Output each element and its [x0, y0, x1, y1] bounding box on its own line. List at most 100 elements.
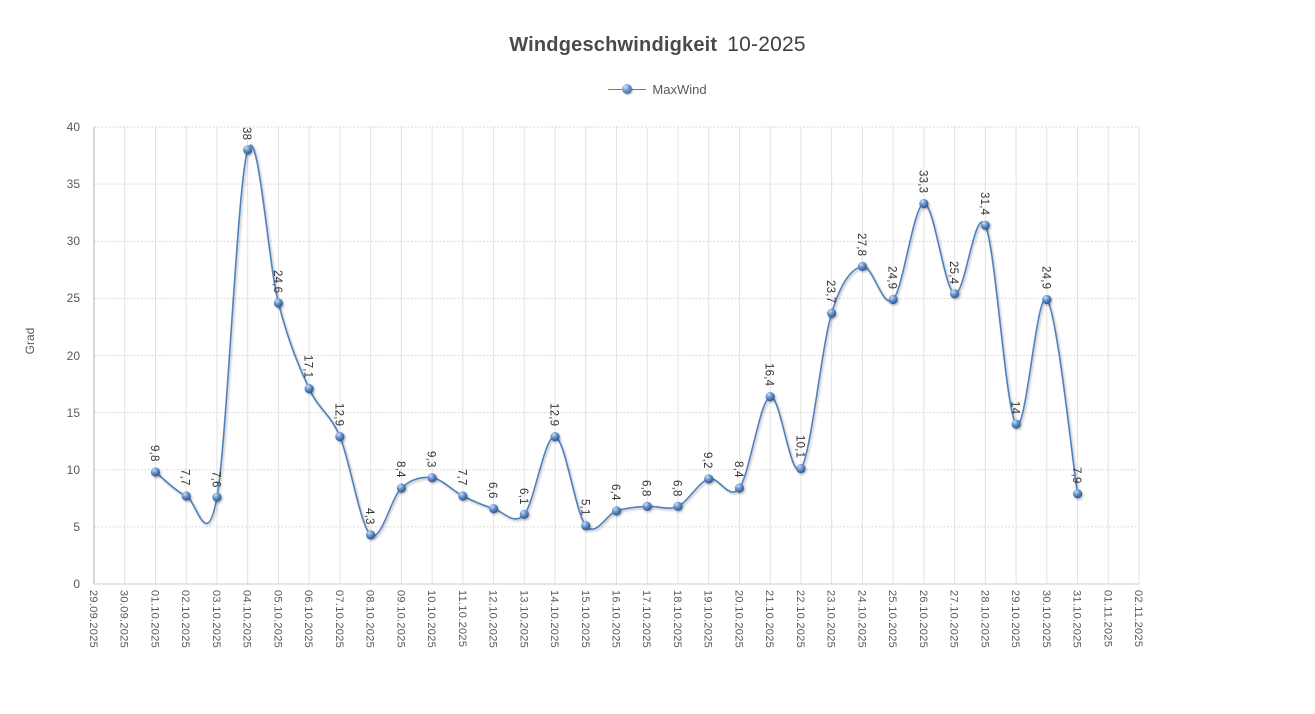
- x-tick-label: 01.11.2025: [1101, 590, 1114, 648]
- x-tick-label: 11.10.2025: [455, 590, 468, 648]
- x-tick-label: 15.10.2025: [578, 590, 591, 649]
- data-point-label: 14: [1008, 400, 1021, 415]
- data-point-marker[interactable]: [827, 308, 837, 318]
- data-point-label: 24,9: [885, 266, 898, 290]
- x-tick-label: 16.10.2025: [609, 590, 622, 649]
- x-tick-label: 25.10.2025: [886, 590, 899, 649]
- data-point-label: 10,1: [793, 435, 806, 459]
- x-tick-label: 23.10.2025: [824, 590, 837, 649]
- data-point-label: 23,7: [824, 280, 837, 304]
- legend[interactable]: MaxWind: [0, 80, 1315, 98]
- legend-swatch: [608, 84, 647, 94]
- data-point-marker[interactable]: [150, 467, 161, 477]
- data-point-marker[interactable]: [519, 509, 529, 519]
- data-point-marker[interactable]: [427, 473, 437, 483]
- data-point-label: 8,4: [393, 461, 406, 479]
- x-tick-label: 14.10.2025: [548, 590, 561, 649]
- data-point-label: 7,7: [455, 469, 468, 487]
- x-tick-label: 29.10.2025: [1009, 590, 1022, 649]
- data-point-marker[interactable]: [458, 491, 468, 501]
- y-tick-label: 35: [66, 177, 80, 192]
- data-point-label: 6,4: [609, 484, 621, 501]
- data-point-label: 6,6: [486, 482, 499, 499]
- x-tick-label: 17.10.2025: [640, 590, 653, 649]
- data-point-label: 7,9: [1070, 467, 1083, 484]
- chart-title: Windgeschwindigkeit 10-2025: [0, 33, 1315, 57]
- x-tick-label: 02.11.2025: [1132, 590, 1144, 648]
- data-point-label: 5,1: [578, 499, 591, 516]
- x-tick-label: 21.10.2025: [763, 590, 776, 649]
- data-point-label: 9,2: [701, 452, 714, 469]
- y-tick-label: 20: [66, 348, 80, 363]
- x-tick-label: 29.09.2025: [87, 590, 99, 649]
- data-point-label: 17,1: [301, 355, 314, 379]
- legend-marker-icon: [622, 84, 633, 94]
- data-point-label: 12,9: [547, 403, 560, 427]
- x-tick-label: 09.10.2025: [394, 590, 407, 649]
- data-point-marker[interactable]: [550, 432, 560, 442]
- x-tick-label: 30.09.2025: [117, 590, 130, 649]
- x-tick-label: 31.10.2025: [1070, 590, 1083, 649]
- x-tick-label: 01.10.2025: [148, 590, 161, 649]
- data-point-marker[interactable]: [919, 198, 929, 209]
- y-tick-label: 15: [66, 405, 80, 420]
- data-point-marker[interactable]: [243, 145, 253, 155]
- data-point-marker[interactable]: [796, 464, 806, 474]
- x-tick-label: 22.10.2025: [793, 590, 806, 649]
- data-point-marker[interactable]: [704, 474, 714, 484]
- data-point-marker[interactable]: [581, 521, 591, 531]
- data-point-marker[interactable]: [1042, 294, 1052, 305]
- data-point-marker[interactable]: [273, 298, 284, 308]
- data-point-label: 6,1: [516, 487, 529, 505]
- x-tick-label: 03.10.2025: [209, 590, 222, 649]
- data-point-label: 9,3: [424, 451, 437, 468]
- data-point-label: 24,6: [270, 269, 283, 293]
- data-point-marker[interactable]: [335, 432, 345, 442]
- data-point-marker[interactable]: [980, 220, 990, 230]
- y-tick-label: 40: [66, 120, 80, 134]
- data-point-marker[interactable]: [1072, 489, 1083, 499]
- x-tick-label: 08.10.2025: [363, 590, 376, 649]
- data-point-label: 8,4: [731, 461, 744, 479]
- y-tick-label: 5: [73, 519, 80, 534]
- legend-series-label: MaxWind: [652, 81, 707, 97]
- data-point-label: 33,3: [916, 170, 929, 194]
- data-point-marker[interactable]: [857, 261, 867, 271]
- data-point-marker[interactable]: [181, 491, 191, 501]
- data-point-label: 4,3: [363, 508, 376, 525]
- data-point-label: 24,9: [1039, 266, 1052, 290]
- x-tick-label: 02.10.2025: [179, 590, 192, 649]
- x-tick-label: 20.10.2025: [732, 590, 745, 649]
- data-point-label: 25,4: [947, 260, 960, 284]
- data-point-marker[interactable]: [734, 483, 745, 493]
- x-tick-label: 04.10.2025: [240, 590, 253, 649]
- x-tick-label: 06.10.2025: [302, 590, 315, 649]
- x-tick-label: 10.10.2025: [425, 590, 438, 649]
- data-point-marker[interactable]: [611, 506, 622, 516]
- data-point-marker[interactable]: [304, 384, 314, 394]
- data-point-marker[interactable]: [488, 503, 499, 514]
- data-point-marker[interactable]: [949, 289, 960, 299]
- x-tick-label: 28.10.2025: [978, 590, 991, 649]
- data-point-label: 6,8: [670, 479, 683, 497]
- data-point-label: 7,6: [209, 470, 222, 488]
- data-point-marker[interactable]: [642, 501, 652, 511]
- data-point-marker[interactable]: [673, 501, 683, 511]
- data-point-marker[interactable]: [396, 483, 406, 493]
- data-point-marker[interactable]: [212, 492, 222, 502]
- x-tick-label: 13.10.2025: [517, 590, 530, 649]
- data-point-marker[interactable]: [1011, 419, 1021, 429]
- data-point-marker[interactable]: [888, 294, 898, 305]
- x-tick-label: 30.10.2025: [1039, 590, 1052, 649]
- data-point-marker[interactable]: [765, 392, 775, 402]
- x-tick-label: 18.10.2025: [670, 590, 683, 649]
- data-point-label: 6,8: [639, 479, 652, 497]
- x-tick-label: 26.10.2025: [916, 590, 929, 649]
- y-tick-label: 30: [66, 234, 80, 249]
- y-tick-label: 25: [66, 291, 80, 306]
- data-point-marker[interactable]: [366, 530, 376, 540]
- data-point-label: 31,4: [977, 192, 990, 216]
- x-tick-label: 07.10.2025: [332, 590, 345, 649]
- data-point-label: 27,8: [854, 233, 867, 257]
